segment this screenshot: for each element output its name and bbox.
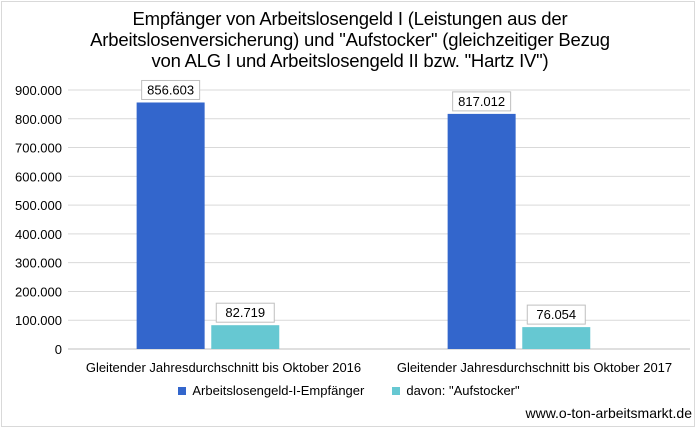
bar-series-2 [211, 325, 280, 349]
legend-label-series-2: davon: "Aufstocker" [406, 383, 520, 398]
data-label-box [526, 304, 586, 325]
chart-title-line-1: Empfänger von Arbeitslosengeld I (Leistu… [132, 8, 568, 29]
data-label: 856.603 [147, 82, 194, 97]
chart-title-line-3: von ALG I und Arbeitslosengeld II bzw. "… [151, 50, 549, 71]
data-label: 76.054 [536, 307, 576, 322]
y-tick-label: 700.000 [15, 141, 62, 156]
bar-series-1 [447, 113, 516, 349]
x-category-label: Gleitender Jahresdurchschnitt bis Oktobe… [397, 360, 672, 375]
data-label: 82.719 [225, 305, 265, 320]
y-tick-label: 200.000 [15, 284, 62, 299]
legend-label-series-1: Arbeitslosengeld-I-Empfänger [192, 383, 365, 398]
y-tick-label: 800.000 [15, 112, 62, 127]
legend-item-series-1: Arbeitslosengeld-I-Empfänger [178, 383, 364, 398]
y-tick-label: 100.000 [15, 313, 62, 328]
y-tick-label: 500.000 [15, 198, 62, 213]
x-category-label: Gleitender Jahresdurchschnitt bis Oktobe… [86, 360, 361, 375]
legend-swatch-series-2 [392, 386, 401, 395]
data-label-box [452, 91, 512, 112]
legend-swatch-series-1 [178, 386, 187, 395]
bar-series-1 [136, 102, 205, 349]
y-tick-label: 600.000 [15, 169, 62, 184]
y-tick-label: 400.000 [15, 227, 62, 242]
chart-title: Empfänger von Arbeitslosengeld I (Leistu… [40, 8, 660, 71]
y-tick-label: 300.000 [15, 256, 62, 271]
data-label: 817.012 [458, 94, 505, 109]
chart-title-line-2: Arbeitslosenversicherung) und "Aufstocke… [90, 29, 610, 50]
chart-legend: Arbeitslosengeld-I-Empfänger davon: "Auf… [0, 383, 698, 398]
data-label-box [141, 79, 201, 100]
bar-series-2 [522, 327, 591, 349]
y-tick-label: 0 [55, 342, 62, 357]
data-label-box [215, 302, 275, 323]
legend-item-series-2: davon: "Aufstocker" [392, 383, 520, 398]
y-tick-label: 900.000 [15, 83, 62, 98]
source-credit: www.o-ton-arbeitsmarkt.de [525, 405, 692, 421]
